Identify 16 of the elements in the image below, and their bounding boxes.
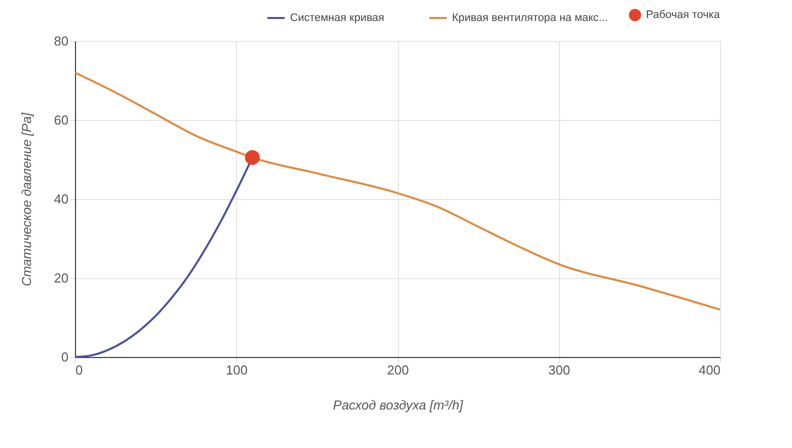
- legend-label: Системная кривая: [290, 12, 384, 24]
- x-tick-label: 300: [548, 362, 570, 378]
- y-tick-label: 0: [61, 350, 68, 364]
- line-series: [74, 72, 721, 311]
- y-axis-title: Статическое давление [Pa]: [19, 112, 34, 286]
- x-tick-label: 0: [76, 362, 83, 378]
- x-tick-label: 100: [226, 362, 248, 378]
- legend-label: Кривая вентилятора на макс...: [452, 12, 608, 24]
- x-tick-label: 200: [387, 362, 409, 378]
- y-tick-label: 40: [54, 192, 68, 206]
- y-tick-label: 20: [54, 270, 68, 286]
- x-axis-title: Расход воздуха [m³/h]: [333, 398, 464, 412]
- x-tick-label: 400: [698, 362, 720, 378]
- y-tick-label: 60: [54, 112, 68, 128]
- legend-label: Рабочая точка: [646, 9, 721, 21]
- y-tick-label: 80: [54, 34, 68, 48]
